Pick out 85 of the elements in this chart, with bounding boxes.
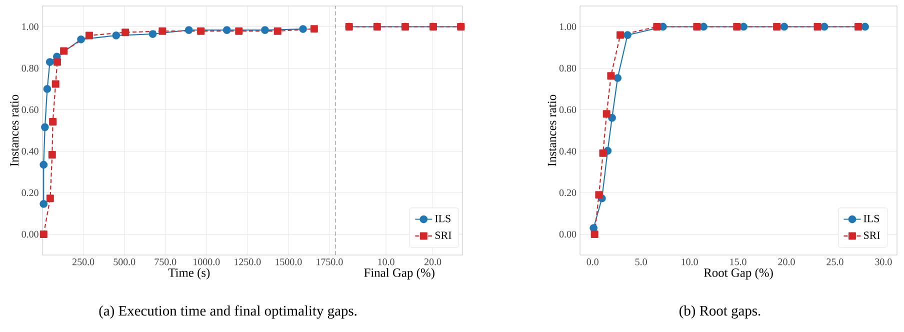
y-tick-label: 1.00 — [560, 23, 576, 30]
x-tick-label: 1000.0 — [194, 258, 220, 266]
y-tick-label: 0.60 — [22, 106, 38, 114]
x-tick-label: 30.0 — [875, 258, 892, 266]
point — [590, 230, 598, 238]
point — [49, 118, 57, 126]
point — [40, 160, 48, 169]
x-tick-label: 15.0 — [730, 258, 746, 266]
x-tick-label: 20.0 — [778, 258, 795, 266]
legend-label: SRI — [435, 232, 452, 239]
point — [653, 23, 661, 30]
point — [700, 22, 708, 31]
point — [599, 149, 607, 157]
point — [616, 31, 624, 39]
point — [77, 35, 85, 44]
point — [624, 31, 632, 39]
point — [310, 25, 318, 33]
x-tick-label: 1750.0 — [316, 258, 343, 266]
point — [54, 58, 61, 66]
point — [693, 23, 701, 30]
x-tick-label: 500.0 — [114, 258, 136, 266]
point — [235, 27, 243, 35]
point — [148, 30, 157, 38]
y-tick-label: 0.40 — [559, 148, 576, 155]
point — [740, 22, 748, 31]
x-axis-title: Final Gap (%) — [364, 268, 434, 280]
point — [299, 25, 307, 33]
point — [40, 230, 48, 238]
x-tick-label: 0.0 — [586, 258, 598, 266]
y-tick-label: 0.80 — [559, 64, 576, 72]
point — [46, 194, 54, 202]
point — [52, 80, 60, 88]
point — [40, 123, 49, 132]
point — [733, 23, 741, 30]
point — [274, 27, 282, 35]
y-tick-label: 0.60 — [559, 106, 576, 114]
point — [60, 47, 68, 55]
point — [854, 23, 862, 30]
x-tick-label: 10.0 — [682, 258, 698, 266]
point — [122, 28, 130, 36]
x-axis-title: Root Gap (%) — [704, 268, 773, 280]
point — [614, 74, 622, 82]
x-tick-label: 1250.0 — [234, 258, 261, 266]
y-tick-label: 0.80 — [22, 64, 38, 72]
point — [158, 27, 166, 35]
y-tick-label: 0.00 — [22, 230, 38, 238]
point — [46, 58, 54, 66]
point — [43, 85, 52, 93]
x-tick-label: 1500.0 — [276, 258, 302, 266]
x-tick-label: 250.0 — [72, 258, 94, 266]
x-tick-label: 10.0 — [378, 258, 394, 266]
legend-label: ILS — [864, 214, 880, 222]
y-axis-title: Instances ratio — [548, 94, 556, 166]
point — [48, 151, 56, 159]
point — [184, 26, 193, 34]
y-tick-label: 0.40 — [22, 148, 38, 155]
x-tick-label: 5.0 — [635, 258, 647, 266]
legend-label: SRI — [864, 232, 880, 239]
legend-label: ILS — [435, 214, 450, 222]
y-axis-title: Instances ratio — [10, 94, 18, 166]
point — [112, 32, 120, 40]
text: (a) Execution time and final optimality gaps. — [99, 305, 356, 319]
x-tick-label: 20.0 — [424, 258, 442, 266]
point — [85, 32, 93, 40]
point — [595, 191, 603, 199]
point — [602, 110, 610, 118]
point — [261, 26, 269, 34]
point — [820, 22, 828, 31]
y-tick-label: 1.00 — [22, 23, 38, 30]
x-axis-title: Time (s) — [168, 268, 210, 280]
point — [40, 200, 48, 208]
point — [773, 23, 781, 30]
point — [814, 23, 822, 30]
y-tick-label: 0.00 — [559, 230, 576, 238]
x-tick-label: 25.0 — [826, 258, 844, 266]
point — [197, 27, 205, 35]
x-tick-label: 750.0 — [154, 258, 176, 266]
point — [222, 26, 231, 34]
text: (b) Root gaps. — [680, 305, 760, 319]
point — [607, 72, 615, 80]
point — [608, 114, 616, 122]
y-tick-label: 0.20 — [559, 189, 576, 196]
point — [780, 22, 788, 31]
point — [861, 22, 869, 31]
y-tick-label: 0.20 — [22, 189, 38, 196]
